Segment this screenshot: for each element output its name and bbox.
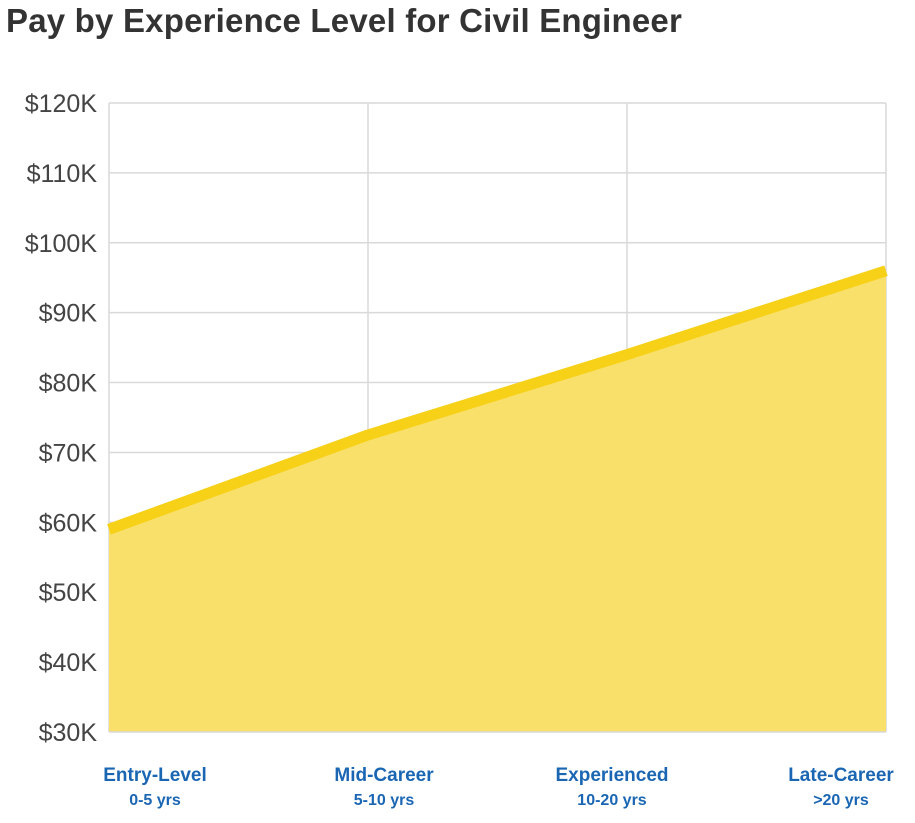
y-tick-label: $50K [39,579,98,607]
y-tick-label: $110K [27,160,98,188]
y-tick-label: $70K [39,439,98,467]
y-tick-label: $120K [25,90,98,118]
x-category-sublabel: 0-5 yrs [129,792,181,809]
x-category-sublabel: 5-10 yrs [354,792,415,809]
chart-title: Pay by Experience Level for Civil Engine… [6,2,683,39]
y-tick-label: $30K [39,719,98,747]
x-category-sublabel: 10-20 yrs [577,792,646,809]
salary-area-fill [109,270,886,732]
y-tick-label: $60K [39,509,98,537]
y-tick-label: $100K [25,230,98,258]
x-category-label: Experienced [556,765,669,786]
x-category-label: Entry-Level [103,765,206,786]
y-tick-label: $40K [39,649,98,677]
x-category-label: Mid-Career [334,765,434,786]
x-axis-category-labels: Entry-Level 0-5 yrs Mid-Career 5-10 yrs Expe… [103,765,894,809]
salary-trend-line [107,265,888,535]
x-category-label: Late-Career [788,765,894,786]
x-category-sublabel: >20 yrs [813,792,869,809]
y-tick-label: $90K [39,300,98,328]
y-tick-label: $80K [39,370,98,398]
y-axis-tick-labels: $30K $40K $50K $60K $70K $80K $90K $100K $110K $1… [25,90,98,747]
